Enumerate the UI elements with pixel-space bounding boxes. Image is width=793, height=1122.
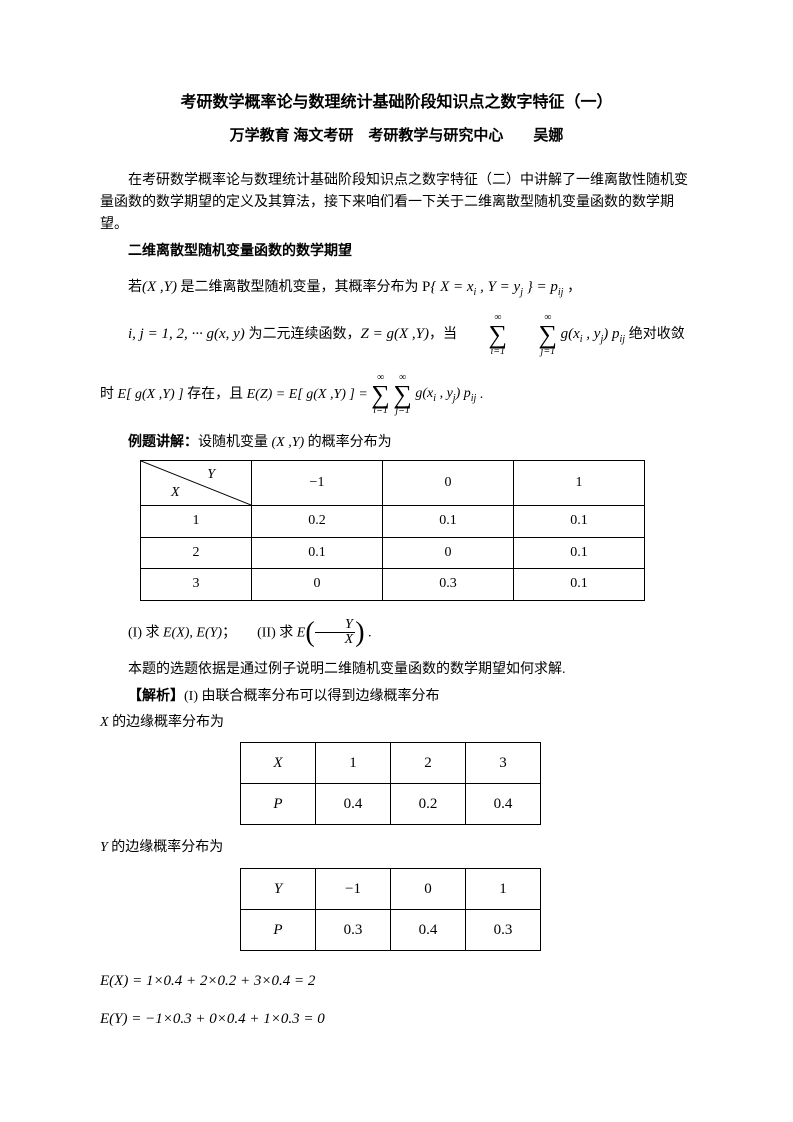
cell: 0.3 <box>316 909 391 950</box>
example-intro: 例题讲解：设随机变量 (X ,Y) 的概率分布为 <box>100 432 693 454</box>
x-margin-label: X 的边缘概率分布为 <box>100 712 693 734</box>
page: 考研数学概率论与数理统计基础阶段知识点之数字特征（一） 万学教育 海文考研 考研… <box>0 0 793 1122</box>
y-margin-table: Y−101P0.30.40.3 <box>240 868 541 951</box>
cell: 1 <box>466 868 541 909</box>
cell: 0.1 <box>252 537 383 568</box>
prob-formula: P{ X = xi , Y = yj } = pij <box>422 279 567 295</box>
cell: P <box>241 784 316 825</box>
cell: 0.4 <box>466 784 541 825</box>
questions: (I) 求 E(X), E(Y)； (II) 求 E( Y X ) . <box>100 611 693 656</box>
sum-i: ∞ ∑ i=1 <box>461 313 508 356</box>
def-line-3: 时 E[ g(X ,Y) ] 存在，且 E(Z) = E[ g(X ,Y) ] … <box>100 373 693 416</box>
cell: X <box>241 743 316 784</box>
cell: 3 <box>466 743 541 784</box>
sum-j-2: ∞ ∑ j=1 <box>393 373 412 416</box>
cell: 0.2 <box>391 784 466 825</box>
section-heading: 二维离散型随机变量函数的数学期望 <box>100 241 693 263</box>
cell: 0.2 <box>252 506 383 537</box>
sum-j: ∞ ∑ j=1 <box>511 313 558 356</box>
cell: 1 <box>316 743 391 784</box>
cell: 0.1 <box>514 537 645 568</box>
ey-formula: E(Y) = −1×0.3 + 0×0.4 + 1×0.3 = 0 <box>100 1007 693 1031</box>
def-line-1: 若(X ,Y) 是二维离散型随机变量，其概率分布为 P{ X = xi , Y … <box>100 275 693 301</box>
cell: 0 <box>383 537 514 568</box>
sum-body-2: g(xi , yj) pij <box>415 386 479 401</box>
row-header: 1 <box>141 506 252 537</box>
analysis: 【解析】(I) 由联合概率分布可以得到边缘概率分布 <box>100 686 693 708</box>
table-diag-header: YX <box>141 461 252 506</box>
cell: 0.3 <box>383 569 514 600</box>
cell: 2 <box>391 743 466 784</box>
cell: −1 <box>316 868 391 909</box>
intro-paragraph: 在考研数学概率论与数理统计基础阶段知识点之数字特征（二）中讲解了一维离散性随机变… <box>100 170 693 237</box>
col-header: −1 <box>252 461 383 506</box>
x-margin-table: X123P0.40.20.4 <box>240 742 541 825</box>
sum-body: g(xi , yj) pij <box>561 326 629 342</box>
doc-title: 考研数学概率论与数理统计基础阶段知识点之数字特征（一） <box>100 90 693 116</box>
sum-i-2: ∞ ∑ i=1 <box>371 373 390 416</box>
doc-subtitle: 万学教育 海文考研 考研教学与研究中心 吴娜 <box>100 124 693 148</box>
cell: 0 <box>391 868 466 909</box>
cell: P <box>241 909 316 950</box>
cell: 0.1 <box>514 569 645 600</box>
row-header: 3 <box>141 569 252 600</box>
y-margin-label: Y 的边缘概率分布为 <box>100 837 693 859</box>
cell: 0 <box>252 569 383 600</box>
row-header: 2 <box>141 537 252 568</box>
cell: 0.4 <box>316 784 391 825</box>
col-header: 1 <box>514 461 645 506</box>
def-line-2: i, j = 1, 2, ··· g(x, y) 为二元连续函数，Z = g(X… <box>100 313 693 356</box>
selection-note: 本题的选题依据是通过例子说明二维随机变量函数的数学期望如何求解. <box>100 659 693 681</box>
cell: 0.3 <box>466 909 541 950</box>
cell: 0.1 <box>383 506 514 537</box>
cell: Y <box>241 868 316 909</box>
col-header: 0 <box>383 461 514 506</box>
joint-prob-table: YX−10110.20.10.120.100.1300.30.1 <box>140 460 645 600</box>
cell: 0.4 <box>391 909 466 950</box>
ex-formula: E(X) = 1×0.4 + 2×0.2 + 3×0.4 = 2 <box>100 969 693 993</box>
y-over-x: Y X <box>315 618 356 647</box>
cell: 0.1 <box>514 506 645 537</box>
